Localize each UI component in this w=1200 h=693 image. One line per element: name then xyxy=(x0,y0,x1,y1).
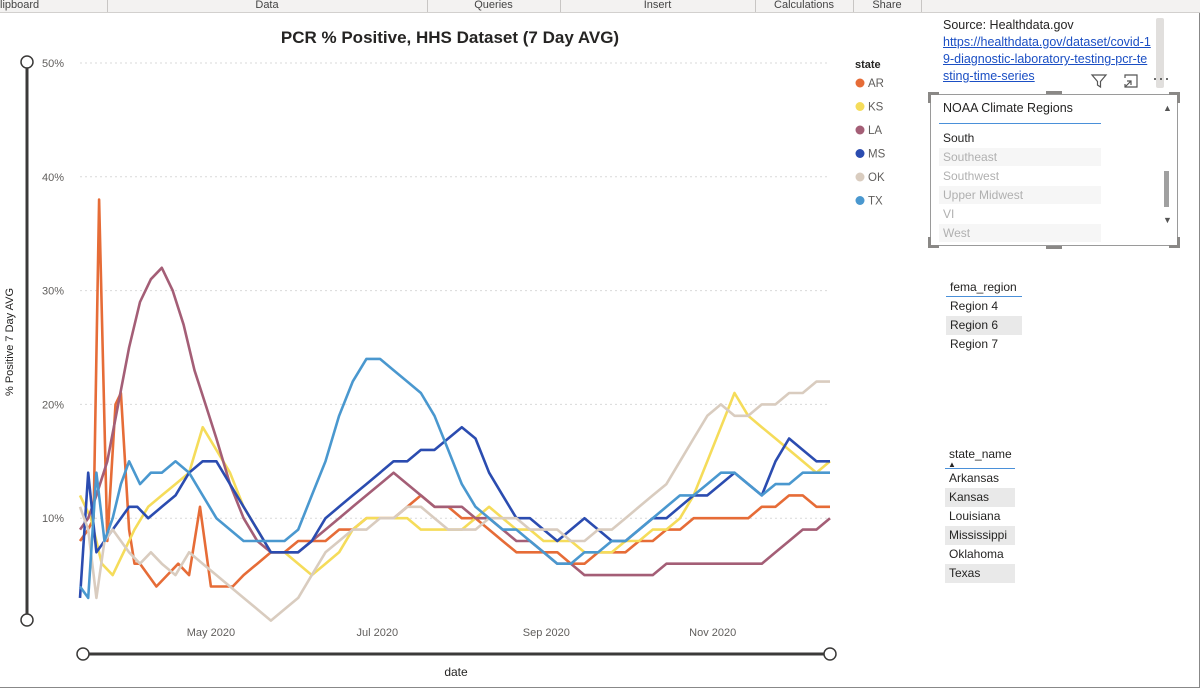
table-row[interactable]: Louisiana xyxy=(949,509,1001,523)
y-tick-label: 40% xyxy=(42,172,64,184)
scroll-down-icon[interactable]: ▼ xyxy=(1163,215,1172,225)
ribbon-group-calculations[interactable]: Calculations xyxy=(755,0,854,12)
slicer-item[interactable]: West xyxy=(939,224,1101,242)
legend-item-la[interactable]: LA xyxy=(868,125,882,137)
legend-item-tx[interactable]: TX xyxy=(868,196,883,208)
legend-marker[interactable] xyxy=(855,172,865,182)
fema-region-header[interactable]: fema_region xyxy=(950,280,1017,294)
more-options-icon[interactable]: ··· xyxy=(1152,68,1170,88)
noaa-region-slicer[interactable]: NOAA Climate Regions South Southeast Sou… xyxy=(928,91,1180,249)
series-line-tx[interactable] xyxy=(78,357,830,600)
textbox-scrollbar[interactable] xyxy=(1156,18,1164,88)
x-zoom-slider-handle[interactable] xyxy=(76,647,90,661)
y-zoom-slider-handle[interactable] xyxy=(20,55,34,69)
line-chart[interactable]: 50% 40% 30% 20% 10% May 2020 Jul 2020 Sep 2020 N… xyxy=(0,0,920,693)
focus-mode-icon[interactable] xyxy=(1122,72,1140,95)
x-tick-label: Nov 2020 xyxy=(689,627,736,639)
table-row[interactable]: Region 4 xyxy=(950,299,999,313)
resize-handle[interactable] xyxy=(1046,246,1062,249)
slicer-title: NOAA Climate Regions xyxy=(943,101,1073,115)
source-label: Source: Healthdata.gov xyxy=(943,18,1074,32)
ribbon-group-share[interactable]: Share xyxy=(853,0,922,12)
scroll-up-icon[interactable]: ▲ xyxy=(1163,103,1172,113)
y-zoom-slider-handle[interactable] xyxy=(20,613,34,627)
resize-handle[interactable] xyxy=(928,237,939,248)
table-row[interactable]: Texas xyxy=(945,564,1015,583)
table-row[interactable]: Region 6 xyxy=(946,316,1022,335)
source-link[interactable]: https://healthdata.gov/dataset/covid-19-… xyxy=(943,35,1151,83)
resize-handle[interactable] xyxy=(928,92,939,103)
source-textbox: Source: Healthdata.gov https://healthdat… xyxy=(943,17,1153,85)
x-tick-label: May 2020 xyxy=(187,627,235,639)
table-header-underline xyxy=(945,468,1015,469)
filter-icon[interactable] xyxy=(1090,72,1108,95)
y-tick-label: 10% xyxy=(42,513,64,525)
series-line-ok[interactable] xyxy=(78,380,830,622)
ribbon-group-data[interactable]: Data xyxy=(107,0,428,12)
sort-ascending-icon[interactable]: ▲ xyxy=(948,460,956,469)
slicer-scrollbar-thumb[interactable] xyxy=(1164,171,1169,207)
slicer-item[interactable]: Southeast xyxy=(939,148,1101,166)
table-row[interactable]: Oklahoma xyxy=(949,547,1004,561)
legend-marker[interactable] xyxy=(855,149,865,158)
visual-header: ··· xyxy=(1088,68,1178,95)
ribbon-group-insert[interactable]: Insert xyxy=(560,0,756,12)
x-axis-title: date xyxy=(444,665,468,679)
table-header-underline xyxy=(946,296,1022,297)
x-zoom-slider-handle[interactable] xyxy=(823,647,837,661)
fema-region-table[interactable]: fema_region Region 4 Region 6 Region 7 xyxy=(946,278,1022,354)
resize-handle[interactable] xyxy=(1169,92,1180,103)
ribbon-group-clipboard[interactable]: lipboard xyxy=(0,0,108,12)
y-axis-title: % Positive 7 Day AVG xyxy=(4,288,16,396)
table-row[interactable]: Kansas xyxy=(945,488,1015,507)
table-row[interactable]: Region 7 xyxy=(950,337,999,351)
legend-item-ms[interactable]: MS xyxy=(868,149,886,161)
resize-handle[interactable] xyxy=(1046,91,1062,94)
legend-marker[interactable] xyxy=(855,78,865,88)
slicer-item[interactable]: Southwest xyxy=(943,169,1000,183)
slicer-title-underline xyxy=(939,123,1101,124)
legend-title: state xyxy=(855,59,881,71)
legend-item-ok[interactable]: OK xyxy=(868,172,885,184)
x-tick-label: Sep 2020 xyxy=(523,627,570,639)
series-line-ms[interactable] xyxy=(78,425,830,598)
y-tick-label: 50% xyxy=(42,58,64,70)
table-row[interactable]: Arkansas xyxy=(949,471,1000,485)
state-name-table[interactable]: state_name Arkansas Kansas Louisiana Mis… xyxy=(945,445,1015,583)
state-name-header[interactable]: state_name xyxy=(949,447,1012,461)
resize-handle[interactable] xyxy=(1169,237,1180,248)
x-tick-label: Jul 2020 xyxy=(356,627,398,639)
chart-title: PCR % Positive, HHS Dataset (7 Day AVG) xyxy=(280,28,620,47)
ribbon-bar: lipboard Data Queries Insert Calculation… xyxy=(0,0,1200,13)
table-row[interactable]: Mississippi xyxy=(945,526,1015,545)
legend-item-ks[interactable]: KS xyxy=(868,102,884,114)
ribbon-group-queries[interactable]: Queries xyxy=(427,0,561,12)
legend-item-ar[interactable]: AR xyxy=(868,78,884,90)
legend-marker[interactable] xyxy=(855,196,865,205)
series-line-la[interactable] xyxy=(78,266,831,577)
slicer-item[interactable]: VI xyxy=(943,207,955,221)
legend-marker[interactable] xyxy=(855,125,865,135)
slicer-item[interactable]: Upper Midwest xyxy=(939,186,1101,204)
slicer-item[interactable]: South xyxy=(943,131,975,145)
y-tick-label: 30% xyxy=(42,286,64,298)
y-tick-label: 20% xyxy=(42,399,64,411)
legend-marker[interactable] xyxy=(855,102,865,111)
